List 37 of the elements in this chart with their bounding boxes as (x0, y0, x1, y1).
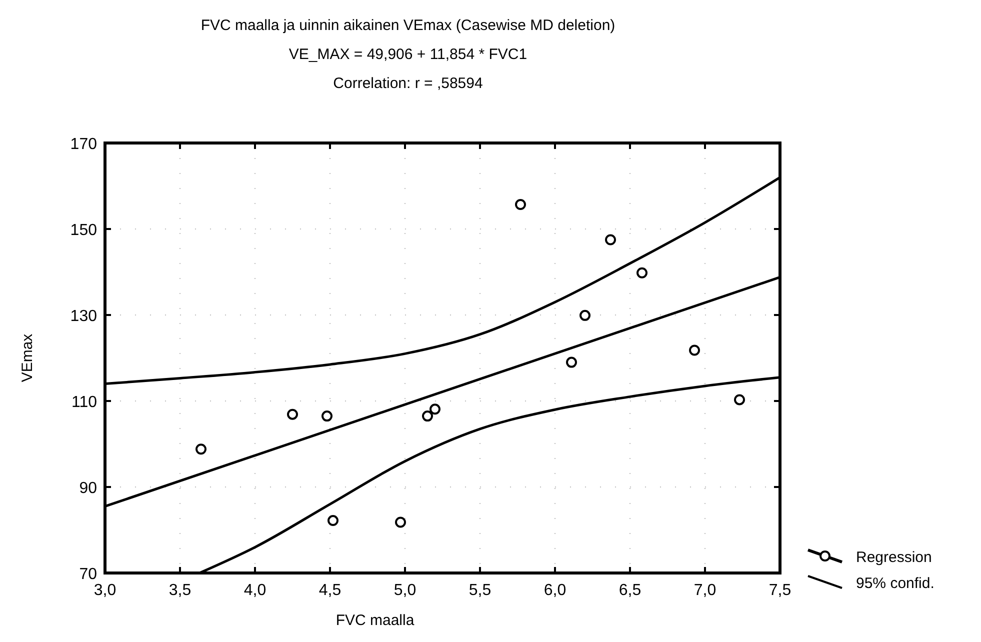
x-axis-title: FVC maalla (336, 612, 415, 629)
point (196, 444, 206, 455)
x-tick-label: 7,5 (768, 582, 792, 599)
chart-subtitle: VE_MAX = 49,906 + 11,854 * FVC1 (288, 46, 528, 63)
point (605, 234, 616, 246)
y-tick-label: 90 (79, 480, 98, 497)
y-tick-label: 170 (70, 136, 98, 153)
point (689, 344, 700, 356)
point (580, 310, 590, 321)
point (515, 198, 526, 210)
point (322, 410, 332, 422)
point (422, 410, 433, 422)
point (395, 516, 406, 528)
point (328, 515, 338, 526)
x-tick-label: 4,5 (318, 582, 342, 599)
point (287, 408, 298, 420)
x-tick-label: 7,0 (694, 582, 716, 599)
legend-label: 95% confid. (856, 575, 934, 592)
y-axis-title: VEmax (19, 333, 36, 382)
x-tick-label: 4,0 (244, 582, 266, 599)
x-tick-label: 6,0 (544, 582, 566, 599)
y-tick-label: 150 (70, 222, 98, 239)
point (636, 267, 648, 278)
x-tick-label: 5,5 (468, 582, 492, 599)
y-tick-label: 70 (79, 566, 98, 583)
text: Correlation: r = ,58594 (333, 75, 483, 92)
x-tick-label: 3,0 (94, 582, 116, 599)
y-tick-label: 130 (70, 308, 98, 325)
point (734, 394, 745, 406)
legend-label: Regression (856, 549, 932, 566)
x-tick-label: 6,5 (618, 582, 642, 599)
point (430, 404, 440, 415)
x-tick-label: 5,0 (394, 582, 416, 599)
x-tick-label: 3,5 (168, 582, 192, 599)
chart-title: FVC maalla ja uinnin aikainen VEmax (Casewise MD deletion) (200, 17, 616, 34)
y-tick-label: 110 (71, 394, 98, 411)
point (566, 356, 577, 368)
